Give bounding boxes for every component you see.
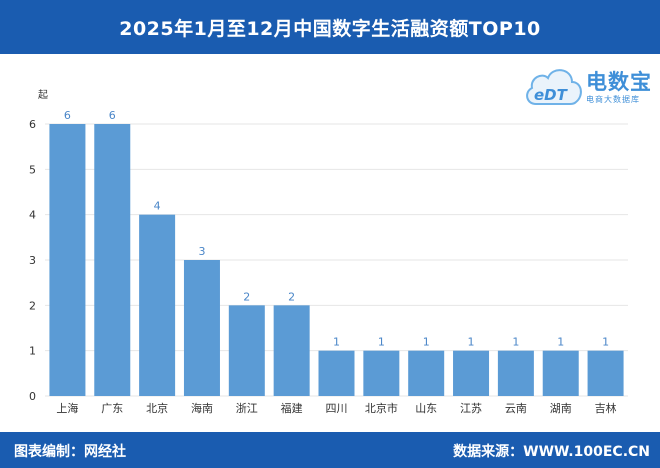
cloud-logo-icon: eDT [526, 69, 582, 105]
bar [453, 350, 490, 396]
data-label: 6 [64, 109, 71, 122]
data-label: 4 [154, 200, 161, 213]
data-label: 2 [243, 290, 250, 303]
x-tick-label: 北京市 [365, 401, 398, 415]
y-tick-label: 4 [29, 209, 36, 222]
data-label: 1 [378, 336, 385, 349]
x-tick-label: 广东 [101, 402, 123, 415]
bar [49, 124, 86, 396]
logo-mark-text: eDT [534, 86, 569, 104]
x-tick-label: 浙江 [236, 402, 258, 415]
x-tick-label: 上海 [56, 401, 78, 415]
data-label: 6 [109, 109, 116, 122]
chart-header: 2025年1月至12月中国数字生活融资额TOP10 [0, 0, 660, 54]
x-tick-label: 云南 [505, 402, 527, 415]
data-label: 1 [602, 336, 609, 349]
data-label: 1 [468, 336, 475, 349]
bar [318, 350, 355, 396]
data-label: 1 [557, 336, 564, 349]
data-label: 3 [198, 245, 205, 258]
y-axis-label: 起 [38, 89, 48, 101]
x-tick-label: 吉林 [595, 401, 617, 415]
chart-area: 0 1 2 3 4 5 6 6 6 4 3 2 2 1 1 1 1 1 1 1 上海 广东 北京 海南 浙江 福建 四川 北京市 山… [0, 54, 660, 432]
bar-series: 6 6 4 3 2 2 1 1 1 1 1 1 1 [49, 109, 624, 396]
data-label: 1 [333, 336, 340, 349]
x-tick-label: 海南 [191, 401, 213, 415]
data-label: 1 [423, 336, 430, 349]
chart-credit: 图表编制：网经社 [14, 444, 126, 460]
data-label: 1 [512, 336, 519, 349]
y-tick-label: 1 [29, 345, 36, 358]
bar [94, 124, 131, 396]
data-label: 2 [288, 290, 295, 303]
bar [183, 260, 220, 396]
logo-brand-name: 电数宝 [586, 70, 652, 94]
bar [542, 350, 579, 396]
bar [139, 214, 176, 396]
bar [587, 350, 624, 396]
y-tick-label: 3 [29, 254, 36, 267]
y-tick-label: 0 [29, 390, 36, 403]
y-tick-label: 6 [29, 118, 36, 131]
chart-title: 2025年1月至12月中国数字生活融资额TOP10 [119, 17, 541, 40]
x-tick-label: 四川 [326, 402, 348, 415]
bar [273, 305, 310, 396]
bar [497, 350, 534, 396]
x-tick-label: 福建 [281, 401, 303, 415]
bar [408, 350, 445, 396]
brand-logo: eDT 电数宝 电商大数据库 [524, 60, 654, 116]
x-tick-label: 山东 [415, 402, 437, 415]
x-tick-label: 江苏 [460, 402, 482, 415]
x-tick-label: 北京 [146, 401, 168, 415]
data-source: 数据来源：WWW.100EC.CN [453, 444, 650, 460]
y-tick-label: 2 [29, 299, 36, 312]
x-axis: 上海 广东 北京 海南 浙江 福建 四川 北京市 山东 江苏 云南 湖南 吉林 [56, 401, 616, 415]
bar-chart: 0 1 2 3 4 5 6 6 6 4 3 2 2 1 1 1 1 1 1 1 上海 广东 北京 海南 浙江 福建 四川 北京市 山… [29, 89, 628, 415]
y-axis: 0 1 2 3 4 5 6 [29, 118, 36, 403]
bar [363, 350, 400, 396]
x-tick-label: 湖南 [550, 402, 572, 415]
logo-subtitle: 电商大数据库 [586, 95, 640, 104]
y-tick-label: 5 [29, 163, 36, 176]
chart-footer: 图表编制：网经社 数据来源：WWW.100EC.CN [0, 432, 660, 468]
bar [228, 305, 265, 396]
